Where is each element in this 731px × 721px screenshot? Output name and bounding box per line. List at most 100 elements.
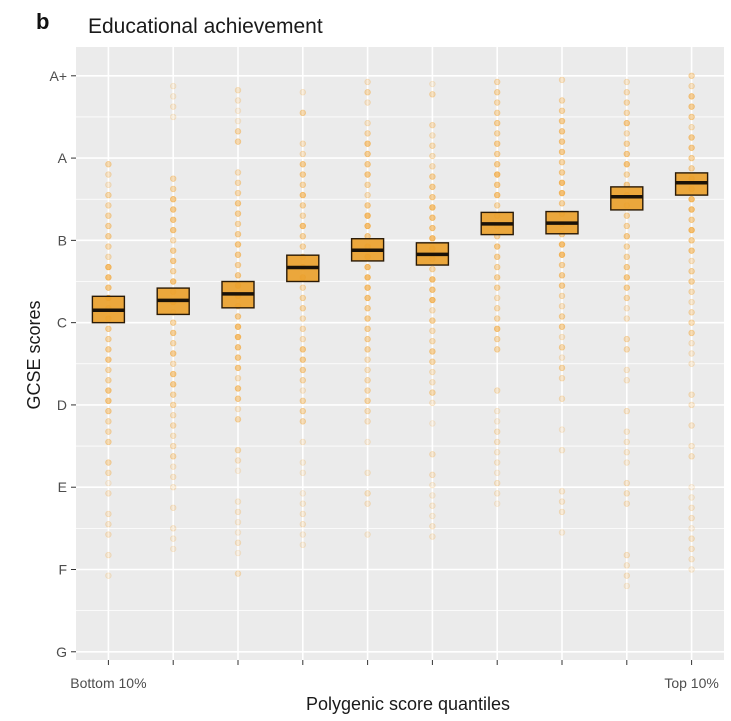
data-point [105, 551, 112, 559]
data-point [494, 119, 501, 127]
data-point [558, 508, 566, 516]
data-point [364, 325, 371, 333]
data-point [169, 175, 177, 182]
data-point [169, 473, 177, 481]
data-point [429, 502, 436, 509]
data-point [558, 395, 566, 402]
data-point [494, 263, 501, 271]
data-point [429, 286, 436, 293]
data-point [234, 518, 242, 526]
data-point [558, 117, 566, 125]
data-point [234, 179, 242, 186]
data-point [623, 109, 630, 117]
data-point [558, 261, 566, 269]
data-point [299, 500, 306, 507]
y-tick-label: B [58, 232, 67, 248]
data-point [364, 140, 371, 147]
data-point [234, 344, 242, 351]
data-point [105, 377, 112, 384]
data-point [169, 268, 177, 275]
data-point [558, 344, 566, 351]
data-point [105, 356, 112, 363]
data-point [234, 374, 242, 382]
data-point [105, 397, 112, 405]
data-point [169, 206, 177, 213]
data-point [234, 241, 242, 248]
data-point [429, 214, 436, 221]
data-point [623, 500, 630, 507]
data-point [299, 202, 306, 209]
data-point [234, 354, 242, 361]
data-point [429, 471, 436, 479]
data-point [299, 161, 306, 168]
data-point [169, 340, 177, 347]
data-point [494, 191, 501, 199]
data-point [169, 391, 177, 398]
data-point [234, 446, 242, 454]
data-point [558, 302, 566, 310]
data-point [623, 366, 630, 374]
data-point [429, 523, 436, 530]
data-point [558, 313, 566, 320]
data-point [558, 169, 566, 176]
data-point [558, 354, 566, 361]
data-point [429, 358, 436, 365]
data-point [169, 237, 177, 244]
data-point [558, 97, 566, 104]
data-point [623, 263, 630, 271]
data-point [105, 459, 112, 466]
data-point [688, 288, 695, 295]
data-point [494, 78, 501, 86]
data-point [688, 196, 695, 203]
data-point [494, 315, 501, 322]
data-point [623, 562, 630, 569]
data-point [105, 479, 112, 487]
data-point [688, 165, 695, 172]
data-point [429, 152, 436, 160]
data-point [299, 222, 306, 230]
data-point [494, 202, 501, 209]
data-point [364, 294, 371, 302]
data-point [558, 374, 566, 382]
data-point [105, 243, 112, 250]
data-point [364, 407, 371, 415]
data-point [364, 335, 371, 343]
data-point [364, 119, 371, 127]
data-point [494, 274, 501, 281]
data-point [429, 379, 436, 386]
data-point [169, 370, 177, 378]
data-point [558, 138, 566, 145]
data-point [299, 407, 306, 415]
data-point [688, 504, 695, 511]
data-point [364, 490, 371, 497]
data-point [623, 171, 630, 178]
data-point [688, 453, 695, 460]
data-point [558, 333, 566, 341]
data-point [558, 179, 566, 186]
boxes [91, 172, 709, 324]
data-point [623, 479, 630, 487]
data-point [364, 150, 371, 158]
data-point [234, 405, 242, 413]
data-point [299, 490, 306, 497]
data-point [494, 294, 501, 302]
data-point [364, 366, 371, 374]
data-point [623, 253, 630, 261]
data-point [234, 138, 242, 145]
data-point [169, 504, 177, 511]
data-point [494, 130, 501, 137]
data-point [105, 222, 112, 230]
data-point [623, 150, 630, 158]
data-point [364, 130, 371, 137]
data-point [234, 323, 242, 330]
x-tick-label: Top 10% [664, 675, 718, 691]
data-point [494, 99, 501, 106]
data-point [169, 525, 177, 532]
data-point [234, 395, 242, 402]
data-point [623, 212, 630, 219]
x-tick-label: Bottom 10% [70, 675, 146, 691]
data-point [494, 428, 501, 435]
data-point [494, 109, 501, 117]
chart-title: Educational achievement [88, 15, 323, 38]
data-point [429, 533, 436, 540]
